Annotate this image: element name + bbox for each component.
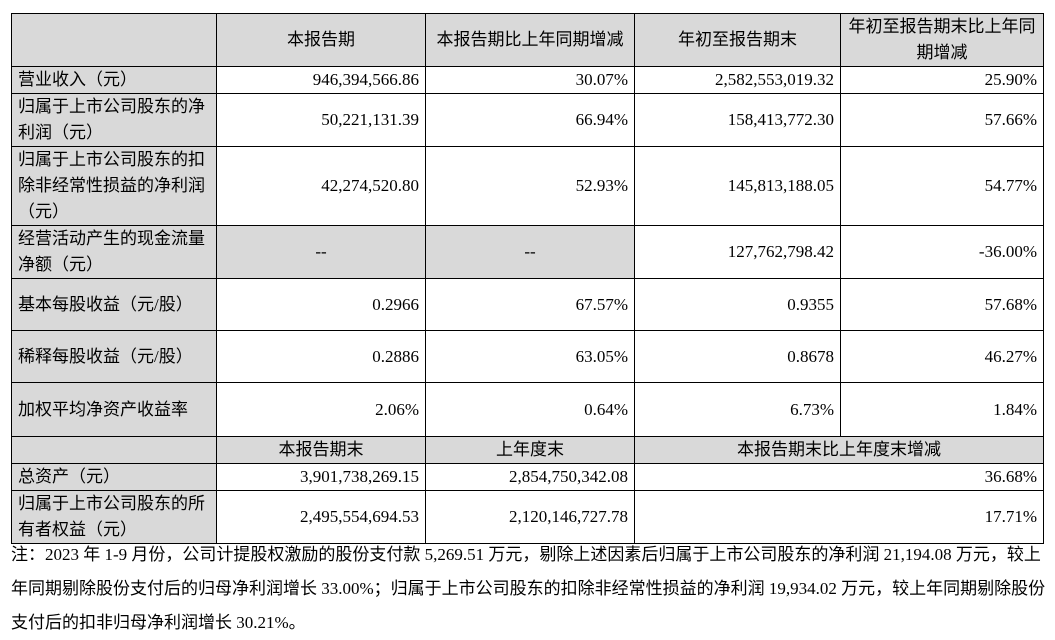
- column-header: 年初至报告期末: [634, 13, 841, 67]
- column-header: 本报告期末: [216, 436, 426, 464]
- row-label: 营业收入（元）: [11, 66, 217, 94]
- cell-value: 1.84%: [840, 382, 1044, 437]
- table-row: 加权平均净资产收益率 2.06% 0.64% 6.73% 1.84%: [11, 382, 1044, 437]
- table-row: 归属于上市公司股东的扣除非经常性损益的净利润（元） 42,274,520.80 52…: [11, 146, 1044, 226]
- cell-value: 0.2966: [216, 278, 426, 331]
- row-label: 归属于上市公司股东的扣除非经常性损益的净利润（元）: [11, 146, 217, 226]
- table-row: 经营活动产生的现金流量净额（元） -- -- 127,762,798.42 -36.00…: [11, 225, 1044, 279]
- cell-value: --: [216, 225, 426, 279]
- cell-value: 127,762,798.42: [634, 225, 841, 279]
- table-row: 基本每股收益（元/股） 0.2966 67.57% 0.9355 57.68%: [11, 278, 1044, 331]
- cell-value: 2,495,554,694.53: [216, 490, 426, 544]
- cell-value: --: [425, 225, 635, 279]
- table-row: 营业收入（元） 946,394,566.86 30.07% 2,582,553,019…: [11, 66, 1044, 94]
- table-row: 总资产（元） 3,901,738,269.15 2,854,750,342.08 36…: [11, 463, 1044, 491]
- column-header: 上年度末: [425, 436, 635, 464]
- cell-value: 46.27%: [840, 330, 1044, 383]
- cell-value: 2,582,553,019.32: [634, 66, 841, 94]
- cell-value: 30.07%: [425, 66, 635, 94]
- cell-value: 145,813,188.05: [634, 146, 841, 226]
- cell-value: 2.06%: [216, 382, 426, 437]
- cell-value: 66.94%: [425, 93, 635, 147]
- column-header: [11, 436, 217, 464]
- cell-value: 63.05%: [425, 330, 635, 383]
- cell-value: 17.71%: [634, 490, 1044, 544]
- row-label: 归属于上市公司股东的所有者权益（元）: [11, 490, 217, 544]
- column-header: 本报告期末比上年度末增减: [634, 436, 1044, 464]
- cell-value: 67.57%: [425, 278, 635, 331]
- row-label: 归属于上市公司股东的净利润（元）: [11, 93, 217, 147]
- header-row: 本报告期 本报告期比上年同期增减 年初至报告期末 年初至报告期末比上年同期增减: [11, 13, 1044, 67]
- financial-data-table: 本报告期 本报告期比上年同期增减 年初至报告期末 年初至报告期末比上年同期增减 营业收入…: [11, 13, 1044, 544]
- cell-value: 57.66%: [840, 93, 1044, 147]
- cell-value: 158,413,772.30: [634, 93, 841, 147]
- table-row: 归属于上市公司股东的所有者权益（元） 2,495,554,694.53 2,120,…: [11, 490, 1044, 544]
- cell-value: 2,854,750,342.08: [425, 463, 635, 491]
- cell-value: 25.90%: [840, 66, 1044, 94]
- column-header: [11, 13, 217, 67]
- cell-value: 42,274,520.80: [216, 146, 426, 226]
- column-header: 本报告期: [216, 13, 426, 67]
- cell-value: 0.2886: [216, 330, 426, 383]
- row-label: 总资产（元）: [11, 463, 217, 491]
- cell-value: 57.68%: [840, 278, 1044, 331]
- table-row: 稀释每股收益（元/股） 0.2886 63.05% 0.8678 46.27%: [11, 330, 1044, 383]
- cell-value: 52.93%: [425, 146, 635, 226]
- row-label: 加权平均净资产收益率: [11, 382, 217, 437]
- cell-value: 6.73%: [634, 382, 841, 437]
- column-header: 年初至报告期末比上年同期增减: [840, 13, 1044, 67]
- footnote: 注：2023 年 1-9 月份，公司计提股权激励的股份支付款 5,269.51 …: [11, 545, 1046, 632]
- cell-value: 946,394,566.86: [216, 66, 426, 94]
- table-row: 归属于上市公司股东的净利润（元） 50,221,131.39 66.94% 158,4…: [11, 93, 1044, 147]
- cell-value: 50,221,131.39: [216, 93, 426, 147]
- row-label: 经营活动产生的现金流量净额（元）: [11, 225, 217, 279]
- row-label: 基本每股收益（元/股）: [11, 278, 217, 331]
- cell-value: 0.64%: [425, 382, 635, 437]
- cell-value: -36.00%: [840, 225, 1044, 279]
- cell-value: 2,120,146,727.78: [425, 490, 635, 544]
- column-header: 本报告期比上年同期增减: [425, 13, 635, 67]
- cell-value: 3,901,738,269.15: [216, 463, 426, 491]
- cell-value: 36.68%: [634, 463, 1044, 491]
- header-row-2: 本报告期末 上年度末 本报告期末比上年度末增减: [11, 436, 1044, 464]
- cell-value: 0.8678: [634, 330, 841, 383]
- cell-value: 0.9355: [634, 278, 841, 331]
- row-label: 稀释每股收益（元/股）: [11, 330, 217, 383]
- cell-value: 54.77%: [840, 146, 1044, 226]
